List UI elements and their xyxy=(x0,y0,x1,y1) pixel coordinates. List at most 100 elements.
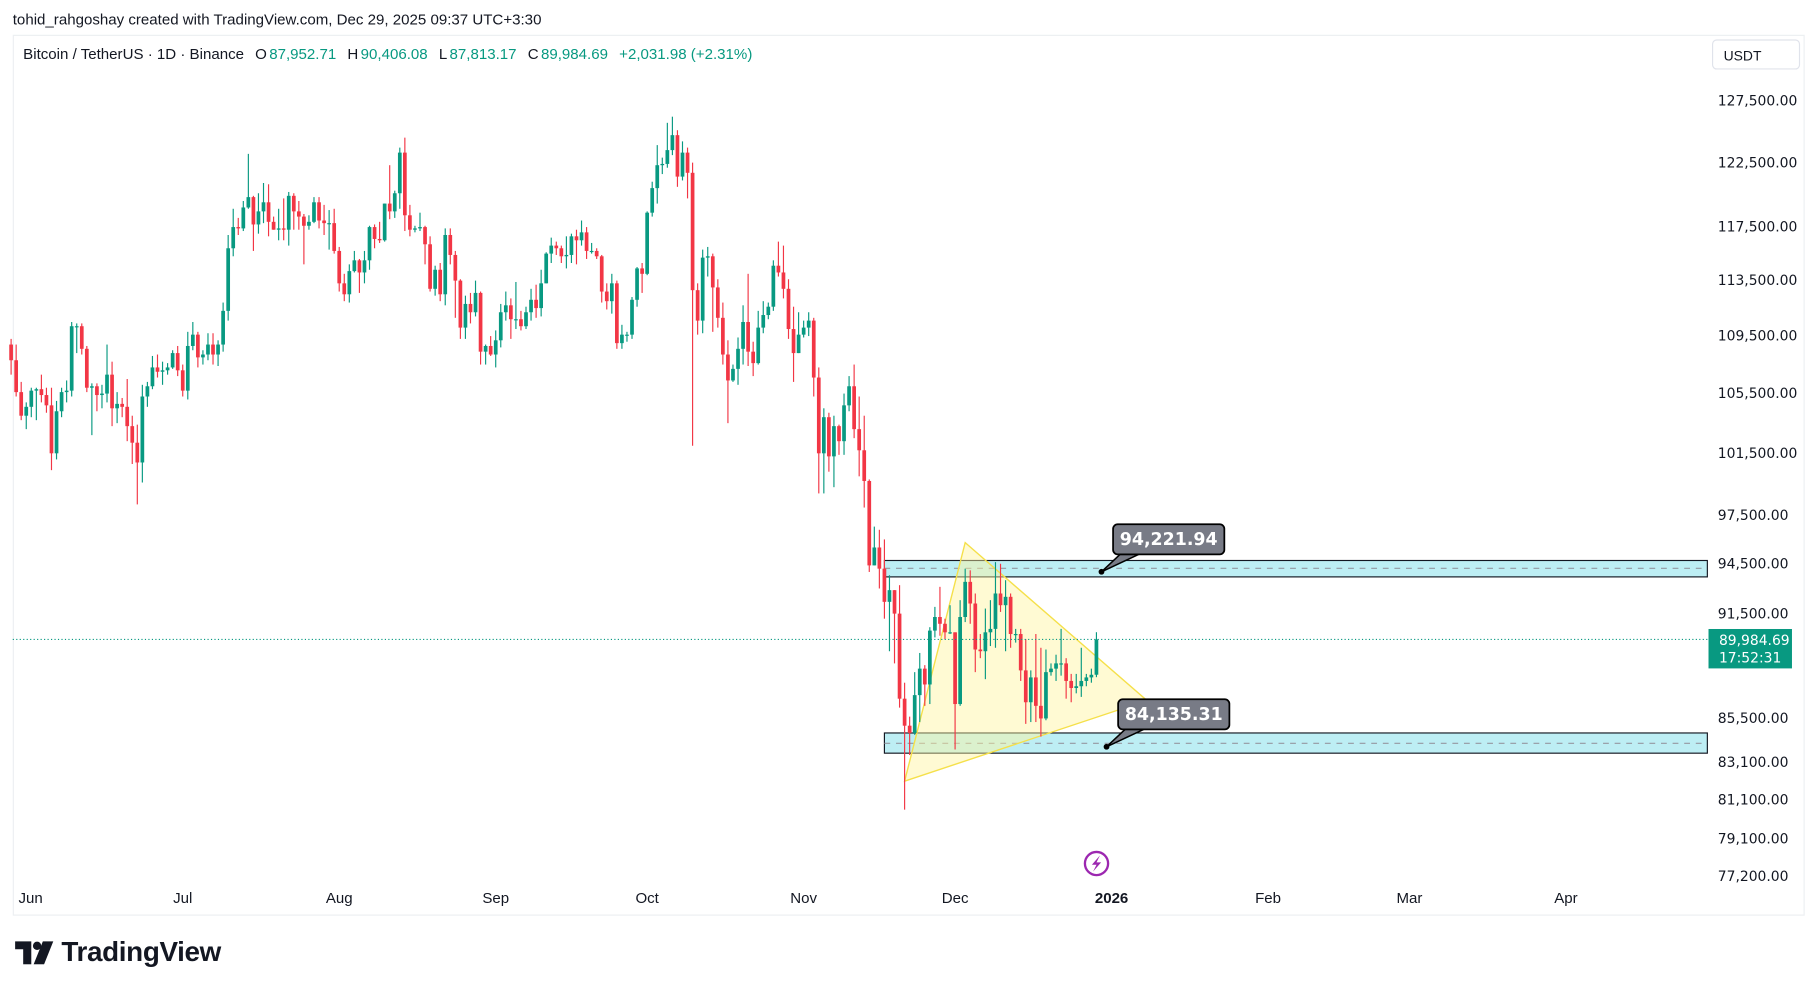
candle xyxy=(509,298,513,339)
time-tick-label: Feb xyxy=(1255,890,1281,907)
candle xyxy=(14,344,19,397)
candle xyxy=(423,225,427,265)
candle xyxy=(9,338,13,375)
candle xyxy=(847,376,851,412)
candle-body xyxy=(680,152,685,177)
candle-body xyxy=(655,165,660,189)
candle xyxy=(796,312,801,354)
candle-body xyxy=(185,345,190,391)
close-label: C xyxy=(527,45,539,63)
candle-body xyxy=(372,227,377,239)
candle-body xyxy=(64,390,69,393)
candle-body xyxy=(115,403,119,409)
candle-body xyxy=(927,630,932,685)
candle-body xyxy=(933,617,937,631)
candle xyxy=(514,281,518,330)
low-value: 87,813.17 xyxy=(449,45,517,63)
symbol-title[interactable]: Bitcoin / TetherUS · 1D · Binance xyxy=(23,45,245,63)
candle xyxy=(519,310,523,331)
candle xyxy=(342,273,347,302)
candle xyxy=(125,378,130,442)
candle xyxy=(281,198,286,241)
candle xyxy=(84,345,89,393)
candle xyxy=(741,305,745,365)
candle-body xyxy=(589,250,594,253)
candle xyxy=(44,387,49,413)
candle xyxy=(791,306,796,382)
candle xyxy=(736,337,740,385)
candle-body xyxy=(281,228,286,230)
candle xyxy=(821,408,826,494)
candle-body xyxy=(539,283,544,309)
candle-body xyxy=(261,202,266,212)
high-value: 90,406.08 xyxy=(360,45,428,63)
candle xyxy=(938,586,942,636)
candle-body xyxy=(564,254,569,257)
candle-body xyxy=(741,322,745,349)
candle xyxy=(317,197,321,229)
candle-body xyxy=(1039,705,1043,719)
open-value: 87,952.71 xyxy=(269,45,337,63)
candle-body xyxy=(332,223,337,251)
time-tick-label: Jun xyxy=(19,890,43,907)
candle-body xyxy=(635,268,639,300)
candle-body xyxy=(503,305,508,313)
candle xyxy=(897,585,902,708)
candle xyxy=(327,210,331,250)
candle xyxy=(428,236,432,292)
candle-body xyxy=(130,426,135,443)
candle-body xyxy=(1008,596,1013,635)
callout-label: 94,221.94 xyxy=(1120,530,1218,550)
candle xyxy=(993,562,998,648)
candle xyxy=(761,301,766,334)
candle xyxy=(640,263,644,293)
candle xyxy=(19,381,24,421)
candle xyxy=(90,383,94,436)
candle xyxy=(579,220,584,246)
candle-body xyxy=(488,345,493,355)
candle xyxy=(226,234,231,321)
candle-body xyxy=(816,377,821,454)
candle-body xyxy=(1028,677,1033,703)
candle xyxy=(1018,628,1023,681)
candle-body xyxy=(509,305,513,320)
candle xyxy=(776,241,781,277)
candle-body xyxy=(165,367,170,371)
candle xyxy=(418,212,422,232)
candle-body xyxy=(483,345,488,352)
high-label: H xyxy=(347,45,359,63)
candle-body xyxy=(554,245,559,249)
price-tick-label: 105,500.00 xyxy=(1718,386,1798,402)
candle-body xyxy=(766,306,771,316)
candle xyxy=(715,279,720,328)
candle xyxy=(690,162,695,446)
candle-body xyxy=(1049,668,1053,673)
candle-body xyxy=(468,303,473,313)
candle-body xyxy=(887,590,892,602)
candle-body xyxy=(105,374,109,394)
time-tick-label: Jul xyxy=(173,890,192,907)
candle-body xyxy=(392,193,397,212)
candle xyxy=(120,397,125,418)
candle xyxy=(695,283,700,335)
close-value: 89,984.69 xyxy=(540,45,608,63)
candle xyxy=(251,195,256,251)
candle-body xyxy=(95,386,99,396)
candle xyxy=(867,479,872,572)
candle xyxy=(700,249,705,334)
candle-body xyxy=(241,207,246,229)
candle-body xyxy=(867,480,872,566)
candle-body xyxy=(337,250,342,284)
candle xyxy=(493,330,498,368)
candle xyxy=(569,233,574,264)
candle-body xyxy=(180,370,185,391)
candle xyxy=(271,216,276,230)
candle xyxy=(675,130,680,187)
callout-anchor xyxy=(1098,568,1105,575)
tradingview-wordmark: TradingView xyxy=(61,936,221,968)
candle xyxy=(827,412,831,472)
currency-button[interactable]: USDT xyxy=(1711,39,1801,70)
lightning-icon[interactable] xyxy=(1083,850,1110,877)
